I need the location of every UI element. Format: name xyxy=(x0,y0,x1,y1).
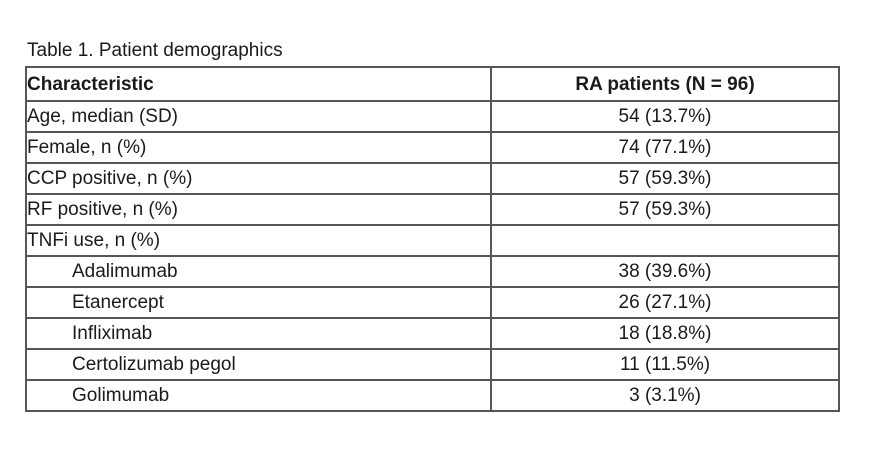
table-row: RF positive, n (%) 57 (59.3%) xyxy=(25,193,840,226)
value-cell: 54 (13.7%) xyxy=(490,100,840,133)
header-ra-patients: RA patients (N = 96) xyxy=(490,66,840,102)
table-row: Etanercept 26 (27.1%) xyxy=(25,286,840,319)
table-row: CCP positive, n (%) 57 (59.3%) xyxy=(25,162,840,195)
value-cell: 26 (27.1%) xyxy=(490,286,840,319)
table-row: Female, n (%) 74 (77.1%) xyxy=(25,131,840,164)
table-row: Infliximab 18 (18.8%) xyxy=(25,317,840,350)
value-cell: 57 (59.3%) xyxy=(490,193,840,226)
table-caption: Table 1. Patient demographics xyxy=(27,40,283,61)
value-cell: 18 (18.8%) xyxy=(490,317,840,350)
characteristic-cell: RF positive, n (%) xyxy=(25,193,492,226)
value-cell: 38 (39.6%) xyxy=(490,255,840,288)
characteristic-cell: Certolizumab pegol xyxy=(25,348,492,381)
characteristic-cell: CCP positive, n (%) xyxy=(25,162,492,195)
value-cell xyxy=(490,224,840,257)
patient-demographics-table: Characteristic RA patients (N = 96) Age,… xyxy=(25,66,840,412)
table-row: Age, median (SD) 54 (13.7%) xyxy=(25,100,840,133)
table-row: Adalimumab 38 (39.6%) xyxy=(25,255,840,288)
characteristic-cell: Etanercept xyxy=(25,286,492,319)
value-cell: 3 (3.1%) xyxy=(490,379,840,412)
page-root: Table 1. Patient demographics Characteri… xyxy=(25,40,840,412)
characteristic-cell: Adalimumab xyxy=(25,255,492,288)
value-cell: 11 (11.5%) xyxy=(490,348,840,381)
table-header-row: Characteristic RA patients (N = 96) xyxy=(25,66,840,102)
header-characteristic: Characteristic xyxy=(25,66,492,102)
table-row: Golimumab 3 (3.1%) xyxy=(25,379,840,412)
table-row: Certolizumab pegol 11 (11.5%) xyxy=(25,348,840,381)
characteristic-cell: Age, median (SD) xyxy=(25,100,492,133)
table-row: TNFi use, n (%) xyxy=(25,224,840,257)
characteristic-cell: Infliximab xyxy=(25,317,492,350)
characteristic-cell: Female, n (%) xyxy=(25,131,492,164)
characteristic-cell: TNFi use, n (%) xyxy=(25,224,492,257)
value-cell: 57 (59.3%) xyxy=(490,162,840,195)
characteristic-cell: Golimumab xyxy=(25,379,492,412)
value-cell: 74 (77.1%) xyxy=(490,131,840,164)
